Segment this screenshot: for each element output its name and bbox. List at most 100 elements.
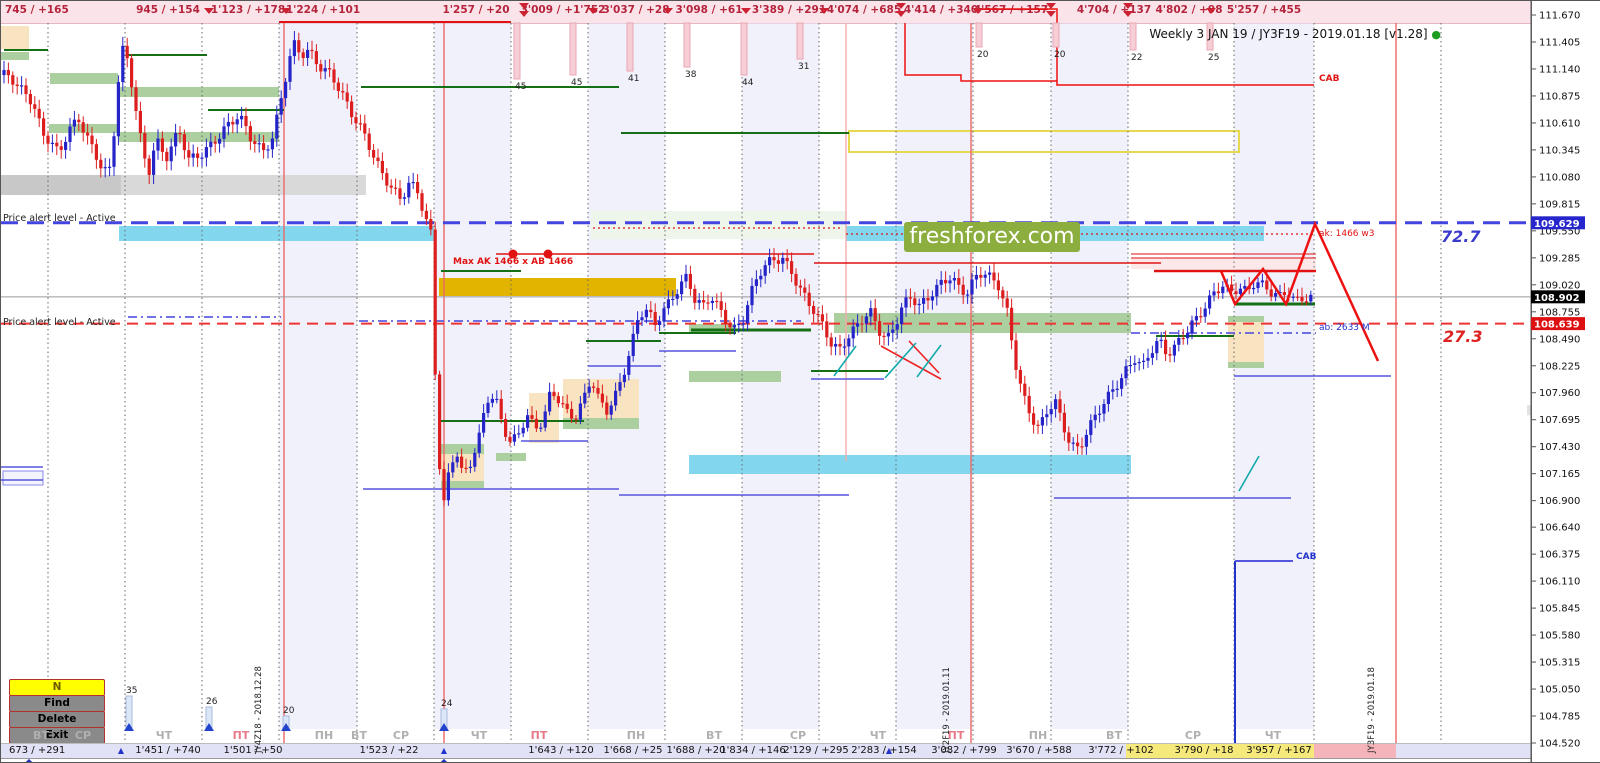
contract-week-label: JY4Z18 - 2018.12.28 [254,666,264,753]
level-lines [1,21,1391,562]
day-label: СР [74,729,92,742]
bottom-value-cell: 3'957 / +167 [1246,745,1312,756]
bottom-value-cell: 2'129 / +295 [783,745,849,756]
day-label: ПТ [947,729,965,742]
topbar-cell: 3'009 / +1'752 [520,4,606,16]
week-separator-lines [283,23,1397,758]
chart-title: Weekly 3 JAN 19 / JY3F19 - 2019.01.18 [v… [1149,27,1441,41]
day-label: ПТ [232,729,250,742]
svg-text:31: 31 [798,62,809,72]
bottom-values-row: 673 / +291 1'451 / +740 1'501 / +50 1'523 /… [1,743,1531,762]
bottom-value-cell: 3'772 / +102 [1088,745,1154,756]
price-alert-label-lower: Price alert level - Active [3,317,116,328]
price-axis[interactable] [1531,1,1600,762]
alert-lines[interactable] [1,221,1531,325]
top-count-markers: 45 45 41 38 44 31 20 20 22 25 [513,22,1219,92]
diamond-marker-icon: ◆ [25,757,33,763]
price-alert-label-upper: Price alert level - Active [3,213,116,224]
contract-week-label: JY3F19 - 2019.01.18 [1367,667,1377,753]
day-label: СР [1184,729,1202,742]
day-label: ЧТ [1264,729,1282,742]
delete-button[interactable]: Delete [9,711,105,728]
day-label: ПН [1028,729,1048,742]
svg-text:44: 44 [742,78,754,88]
cab-red-label: CAB [1319,74,1340,84]
svg-text:25: 25 [1208,53,1219,63]
topbar-cell: 5'257 / +455 [1226,4,1302,16]
topbar-cell: 4'802 / +98 [1155,4,1223,16]
svg-text:22: 22 [1131,53,1142,63]
topbar-cell: 3'389 / +291 [751,4,827,16]
bottom-value-cell: 673 / +291 [9,745,66,756]
day-label: ВТ [1106,729,1122,742]
day-label: ВТ [351,729,367,742]
topbar-cell: 3'098 / +61 [675,4,743,16]
topbar-cell: 1'123 / +178 [210,4,286,16]
svg-text:45: 45 [515,82,526,92]
ab-2633-label: ab: 2633 M [1319,323,1370,333]
red-projection-zigzag [904,8,1380,362]
topbar-cell: 4'567 / +157 [973,4,1049,16]
day-label: ПН [314,729,334,742]
bottom-count-markers: 35 26 20 24 [124,686,453,731]
day-separators [47,23,1442,742]
topbar-cell: 4'074 / +685 [826,4,902,16]
n-button[interactable]: N [9,679,105,696]
day-label-row: ВТ СР ЧТ ПТ ПН ВТ СР ЧТ ПТ ПН ВТ СР ЧТ ПТ ПН ВТ СР ЧТ [1,729,1531,742]
topbar-cell: 4'414 / +340 [903,4,979,16]
topbar-cell: 3'037 / +28 [602,4,670,16]
title-text: Weekly 3 JAN 19 / JY3F19 - 2019.01.18 [v… [1149,27,1428,41]
zones [1,26,1316,488]
day-label: ПН [626,729,646,742]
day-label: ЧТ [869,729,887,742]
bottom-value-cell: 2'283 / +154 [851,745,917,756]
svg-text:35: 35 [126,686,137,696]
day-label: СР [392,729,410,742]
top-stats-bar: 745 / +165 945 / +154 1'123 / +178 1'224 / … [1,1,1531,24]
bottom-value-cell: 1'688 / +20 [666,745,726,756]
day-label: ВТ [33,729,49,742]
bottom-value-cell: 3'670 / +588 [1006,745,1072,756]
topbar-cell: 945 / +154 [136,4,200,16]
topbar-cell: 1'224 / +101 [285,4,361,16]
cross-pattern-lines [833,340,1260,492]
max-ak-annotation: Max AK 1466 x AB 1466 [453,257,574,267]
percent-up-label: 72.7 [1441,227,1481,246]
svg-text:20: 20 [977,50,989,60]
day-label: ПТ [530,729,548,742]
bottom-value-cell: 1'451 / +740 [135,745,201,756]
diamond-marker-icon: ◆ [440,757,448,763]
up-arrow-icon: ▲ [117,746,125,755]
day-label: ЧТ [470,729,488,742]
svg-text:24: 24 [441,699,453,709]
bottom-value-cell: 1'643 / +120 [528,745,594,756]
find-button[interactable]: Find [9,695,105,712]
svg-text:20: 20 [283,706,295,716]
svg-text:45: 45 [571,78,582,88]
up-arrow-icon: ▲ [440,746,448,755]
contract-week-label: JY2F19 - 2019.01.11 [942,667,952,753]
day-label: ВТ [706,729,722,742]
topbar-cell: 1'257 / +20 [442,4,510,16]
bottom-value-cell: 1'501 / +50 [223,745,283,756]
up-arrow-icon: ▲ [885,746,893,755]
percent-down-label: 27.3 [1443,327,1483,346]
day-label: СР [789,729,807,742]
topbar-cell: 4'704 / +137 [1076,4,1152,16]
bottom-value-cell: 3'790 / +18 [1174,745,1234,756]
svg-text:20: 20 [1054,50,1066,60]
svg-text:38: 38 [685,70,697,80]
broker-brand-badge: freshforex.com [904,222,1080,252]
bottom-value-cell: 1'523 / +22 [359,745,419,756]
day-columns [279,23,1314,729]
bottom-value-cell: 1'668 / +25 [603,745,663,756]
value-row-highlight [1126,744,1314,758]
cab-blue-label: CAB [1296,552,1317,562]
status-dot-icon: ● [1431,28,1441,41]
ak-1466-label: ak: 1466 w3 [1319,229,1375,239]
candles [2,31,1313,506]
value-row-highlight [1314,744,1396,758]
